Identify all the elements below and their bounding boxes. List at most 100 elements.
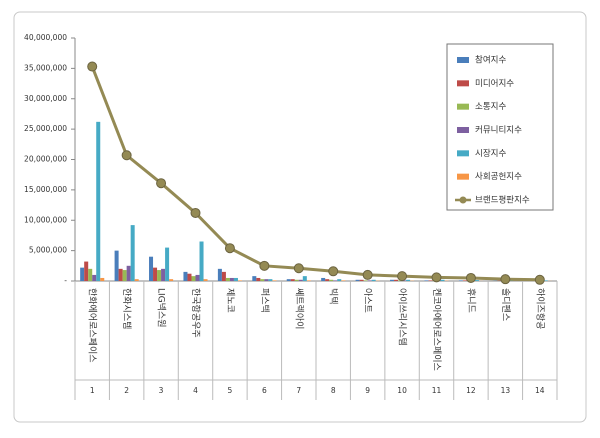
- x-tick-label: 한화에어로스페이스: [87, 288, 98, 363]
- legend-label: 브랜드평판지수: [475, 195, 530, 206]
- y-tick-label: 5,000,000: [29, 246, 67, 255]
- bar: [183, 272, 187, 281]
- category-number: 8: [331, 386, 336, 395]
- bar: [329, 280, 333, 281]
- bar: [264, 279, 268, 281]
- line-marker: [225, 244, 234, 253]
- line-marker: [260, 261, 269, 270]
- x-tick-label: 한화시스템: [121, 288, 133, 329]
- bar: [372, 280, 376, 281]
- bar: [390, 280, 394, 281]
- category-number: 6: [262, 386, 267, 395]
- legend-marker: [460, 197, 467, 204]
- bar: [424, 280, 428, 281]
- bar: [394, 280, 398, 281]
- bar: [92, 275, 96, 281]
- bar: [80, 268, 84, 281]
- line-marker: [191, 208, 200, 217]
- y-tick-label: 35,000,000: [24, 63, 67, 72]
- line-marker: [398, 272, 407, 281]
- x-tick-label: 쎄트렉아이: [293, 288, 304, 329]
- line-marker: [466, 273, 475, 282]
- bar: [135, 279, 139, 281]
- line-marker: [294, 264, 303, 273]
- category-number: 7: [296, 386, 301, 395]
- line-marker: [88, 62, 97, 71]
- bar: [256, 278, 260, 281]
- bar: [169, 279, 173, 281]
- category-number: 9: [365, 386, 370, 395]
- bar: [325, 279, 329, 281]
- bar: [321, 278, 325, 281]
- y-tick-label: 30,000,000: [24, 94, 67, 103]
- bar: [287, 279, 291, 281]
- bar: [341, 280, 345, 281]
- bar: [299, 280, 303, 281]
- bar: [238, 280, 242, 281]
- x-tick-label: 제노코: [224, 288, 235, 313]
- x-tick-label: 아스트: [362, 288, 373, 313]
- bar: [428, 280, 432, 281]
- x-tick-label: 퍼스텍: [259, 288, 270, 313]
- y-tick-label: 15,000,000: [24, 185, 67, 194]
- bar: [272, 280, 276, 281]
- bar: [475, 280, 479, 281]
- x-tick-label: 빅텍: [328, 288, 339, 305]
- legend-label: 미디어지수: [475, 78, 514, 89]
- line-marker: [432, 273, 441, 282]
- bar: [88, 269, 92, 281]
- bar: [157, 270, 161, 281]
- bar: [333, 280, 337, 281]
- bar: [204, 279, 208, 281]
- bar: [364, 280, 368, 281]
- y-tick-label: 25,000,000: [24, 124, 67, 133]
- y-tick-label: 40,000,000: [24, 33, 67, 42]
- x-tick-label: LIG넥스원: [156, 288, 167, 327]
- x-tick-label: 휴니드: [465, 288, 476, 313]
- legend-label: 참여지수: [475, 55, 506, 66]
- x-tick-label: 켄코아에어로스페이스: [431, 288, 442, 371]
- category-number: 1: [90, 386, 95, 395]
- line-marker: [157, 179, 166, 188]
- bar: [441, 280, 445, 281]
- bar: [337, 279, 341, 281]
- bar: [268, 279, 272, 281]
- y-tick-label: 20,000,000: [24, 155, 67, 164]
- bar: [226, 278, 230, 281]
- bar: [165, 248, 169, 281]
- bar: [360, 280, 364, 281]
- line-marker: [501, 275, 510, 284]
- bar: [131, 225, 135, 281]
- x-tick-label: 아이쓰리시스템: [397, 288, 409, 346]
- bar: [100, 278, 104, 281]
- bar: [459, 280, 463, 281]
- category-number: 4: [193, 386, 198, 395]
- x-tick-label: 한국항공우주: [190, 288, 201, 338]
- x-tick-label: 하이즈항공: [534, 288, 545, 329]
- legend-swatch: [457, 104, 469, 110]
- legend-label: 커뮤니티지수: [475, 125, 522, 136]
- bar: [356, 280, 360, 281]
- x-tick-label: 솔디펜스: [500, 288, 511, 321]
- legend-label: 사회공헌지수: [475, 172, 522, 182]
- legend-swatch: [457, 127, 469, 133]
- bar: [84, 262, 88, 281]
- legend-swatch: [457, 150, 469, 156]
- bar: [149, 257, 153, 281]
- category-number: 14: [535, 386, 545, 395]
- bar: [115, 251, 119, 281]
- line-marker: [363, 270, 372, 279]
- legend-label: 소통지수: [475, 102, 506, 112]
- bar: [187, 274, 191, 281]
- bar: [291, 279, 295, 281]
- legend-label: 시장지수: [475, 148, 506, 159]
- legend-swatch: [457, 57, 469, 63]
- line-marker: [535, 275, 544, 284]
- category-number: 10: [397, 386, 407, 395]
- category-number: 11: [432, 386, 442, 395]
- bar: [295, 280, 299, 281]
- legend-swatch: [457, 80, 469, 86]
- y-tick-label: -: [64, 276, 67, 285]
- bar: [161, 269, 165, 281]
